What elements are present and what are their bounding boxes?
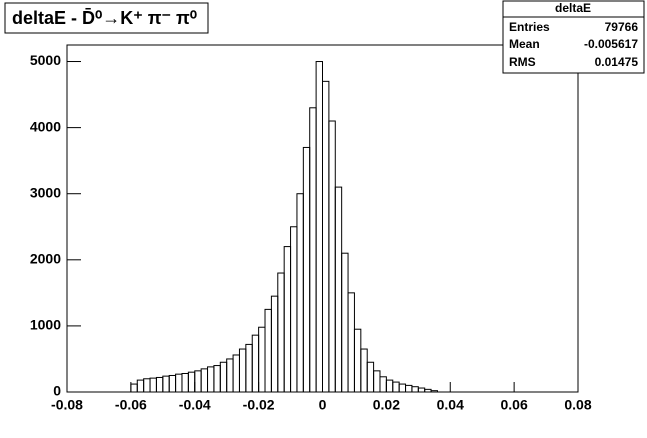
bar xyxy=(200,368,209,393)
bar xyxy=(175,373,183,393)
y-tick-label: 5000 xyxy=(30,52,61,68)
bar xyxy=(430,390,438,393)
bar xyxy=(283,246,292,393)
bar xyxy=(360,348,368,393)
bar xyxy=(226,358,234,393)
bar xyxy=(398,383,407,393)
bar xyxy=(187,371,196,393)
stats-box xyxy=(502,0,645,74)
bar xyxy=(296,193,304,393)
bar xyxy=(385,379,394,393)
bar xyxy=(379,376,387,393)
bar xyxy=(302,146,311,393)
stats-value: 79766 xyxy=(605,20,639,34)
bar xyxy=(143,378,151,393)
bar xyxy=(290,226,298,393)
bar xyxy=(149,377,157,393)
bar xyxy=(322,80,330,393)
stats-key: Mean xyxy=(509,37,540,51)
bar xyxy=(181,372,189,393)
y-tick-label: 4000 xyxy=(30,118,61,134)
chart-title: deltaE - D̄⁰→K⁺ π⁻ π⁰ xyxy=(12,8,197,28)
bar xyxy=(366,361,375,393)
bar xyxy=(258,326,266,393)
bar xyxy=(309,107,317,393)
x-tick-label: -0.04 xyxy=(179,397,211,413)
x-tick-label: 0 xyxy=(319,397,327,413)
y-tick-label: 0 xyxy=(53,383,61,399)
stats-key: RMS xyxy=(509,55,536,69)
bar xyxy=(136,379,145,393)
x-tick-label: 0.08 xyxy=(564,397,591,413)
bar xyxy=(213,365,221,393)
bar xyxy=(373,370,381,393)
y-tick-label: 3000 xyxy=(30,184,61,200)
bar xyxy=(251,334,260,393)
stats-value: -0.005617 xyxy=(584,37,638,51)
stats-key: Entries xyxy=(509,20,550,34)
bar xyxy=(162,375,170,393)
bar xyxy=(424,388,432,393)
bar xyxy=(392,381,400,393)
bar xyxy=(168,374,177,393)
bar xyxy=(341,252,349,393)
bar xyxy=(347,292,355,393)
x-tick-label: -0.02 xyxy=(243,397,275,413)
bar xyxy=(411,386,419,393)
bar xyxy=(207,366,215,393)
bar xyxy=(194,370,202,393)
x-tick-label: -0.08 xyxy=(51,397,83,413)
bar xyxy=(353,328,362,393)
bar xyxy=(219,361,228,393)
stats-value: 0.01475 xyxy=(595,55,639,69)
bar xyxy=(277,272,285,393)
bar xyxy=(315,61,323,393)
bar xyxy=(405,384,413,393)
x-tick-label: 0.04 xyxy=(437,397,464,413)
y-tick-label: 1000 xyxy=(30,317,61,333)
stats-title: deltaE xyxy=(555,1,591,15)
bar xyxy=(155,376,164,393)
bar xyxy=(334,186,343,393)
bar xyxy=(130,383,138,393)
y-tick-label: 2000 xyxy=(30,251,61,267)
title-box xyxy=(4,2,209,34)
bar xyxy=(328,120,336,393)
x-tick-label: 0.06 xyxy=(501,397,528,413)
bar xyxy=(270,295,279,393)
bar xyxy=(245,343,253,393)
bar xyxy=(264,308,272,393)
bar xyxy=(232,354,240,393)
bar xyxy=(238,348,247,393)
x-tick-label: 0.02 xyxy=(373,397,400,413)
bar xyxy=(417,387,426,393)
x-tick-label: -0.06 xyxy=(115,397,147,413)
